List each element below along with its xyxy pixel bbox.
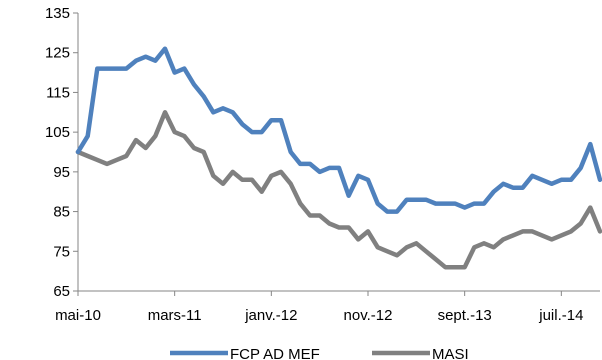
y-tick-label: 65	[53, 283, 70, 300]
legend-label-masi: MASI	[432, 346, 469, 360]
y-tick-label: 125	[45, 45, 70, 62]
y-axis-ticks: 65 75 85 95 105 115 125 135	[45, 5, 78, 300]
y-tick-label: 135	[45, 5, 70, 22]
plot-area: 65 75 85 95 105 115 125 135 mai-10 mars-11 janv.-…	[45, 5, 602, 324]
x-tick-label: mai-10	[55, 307, 101, 324]
legend-label-fcp-ad-mef: FCP AD MEF	[230, 346, 320, 360]
x-tick-label: juil.-14	[538, 307, 583, 324]
x-axis-ticks: mai-10 mars-11 janv.-12 nov.-12 sept.-13 juil…	[55, 291, 583, 324]
series-line-fcp-ad-mef	[75, 46, 602, 214]
y-tick-label: 85	[53, 204, 70, 221]
x-tick-label: nov.-12	[344, 307, 393, 324]
x-tick-label: sept.-13	[438, 307, 492, 324]
x-tick-label: mars-11	[148, 307, 202, 324]
legend: FCP AD MEF MASI	[170, 346, 469, 360]
series-lines	[75, 46, 602, 270]
y-tick-label: 105	[45, 124, 70, 141]
y-tick-label: 95	[53, 164, 70, 181]
x-tick-label: janv.-12	[244, 307, 297, 324]
y-tick-label: 75	[53, 243, 70, 260]
series-line-masi	[75, 110, 602, 270]
y-tick-label: 115	[46, 84, 70, 101]
